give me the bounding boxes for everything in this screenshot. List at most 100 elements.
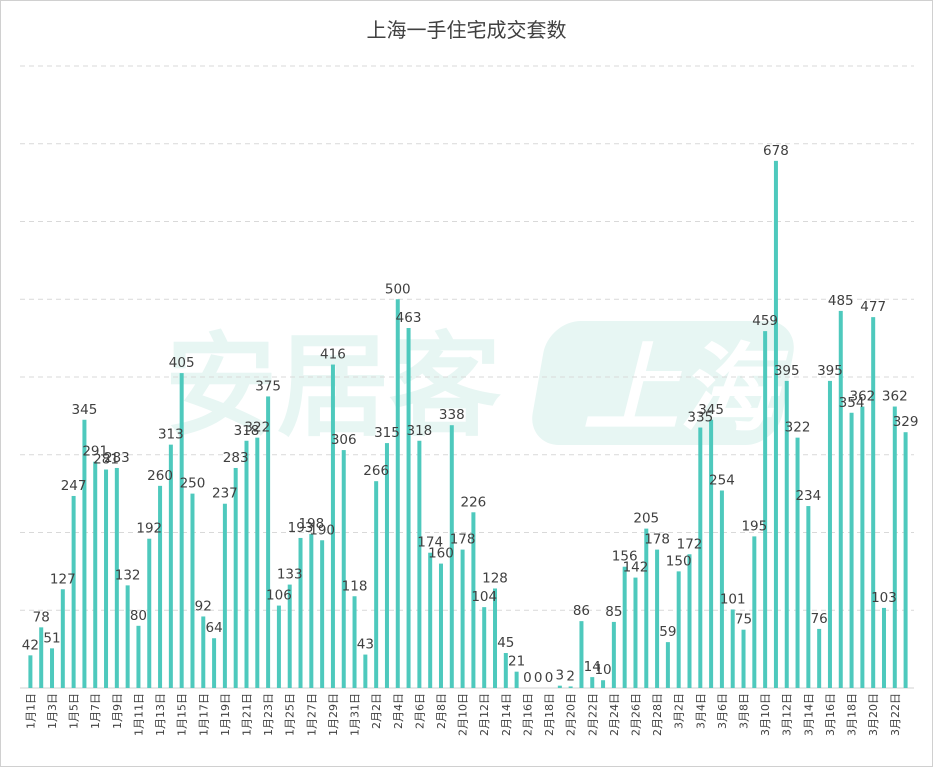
watermark-badge [532, 321, 794, 445]
bar [417, 440, 422, 688]
bar [384, 443, 389, 688]
data-label: 43 [357, 637, 374, 653]
x-tick-label: 1月9日 [111, 693, 124, 729]
data-label: 205 [633, 511, 659, 527]
x-tick-label: 3月4日 [694, 693, 707, 729]
bar [590, 677, 595, 688]
data-label: 101 [720, 591, 746, 607]
bar [622, 566, 627, 688]
data-label: 14 [584, 659, 601, 675]
bar [849, 412, 854, 688]
data-label: 281 [93, 452, 119, 468]
bar [363, 654, 368, 688]
x-tick-label: 3月12日 [781, 693, 794, 736]
data-label: 75 [735, 612, 752, 628]
data-label: 291 [82, 444, 108, 460]
bar [71, 495, 76, 688]
data-label: 266 [363, 463, 389, 479]
data-label: 247 [61, 478, 87, 494]
data-label: 345 [72, 402, 98, 418]
data-label: 42 [22, 637, 39, 653]
data-label: 500 [385, 281, 411, 297]
data-label: 250 [180, 476, 206, 492]
bar [460, 549, 465, 688]
data-label: 192 [136, 521, 162, 537]
data-label: 142 [623, 560, 649, 576]
data-label: 318 [406, 423, 432, 439]
data-label: 2 [566, 668, 575, 684]
bar [276, 605, 281, 688]
x-tick-label: 3月18日 [846, 693, 859, 736]
data-label: 195 [741, 518, 767, 534]
bar [201, 616, 206, 688]
x-tick-label: 2月2日 [370, 693, 383, 729]
bar [190, 493, 195, 688]
x-tick-label: 1月11日 [132, 693, 145, 736]
bar [266, 396, 271, 688]
data-label: 78 [33, 609, 50, 625]
bar [579, 621, 584, 688]
x-tick-label: 1月17日 [197, 693, 210, 736]
data-label: 76 [811, 611, 828, 627]
x-tick-label: 2月6日 [413, 693, 426, 729]
data-label: 254 [709, 473, 735, 489]
bar [795, 437, 800, 688]
data-label: 128 [482, 570, 508, 586]
bar [903, 432, 908, 688]
data-label: 193 [288, 520, 314, 536]
bar [60, 589, 65, 688]
x-tick-label: 2月10日 [457, 693, 470, 736]
data-label: 86 [573, 603, 590, 619]
x-tick-label: 1月27日 [305, 693, 318, 736]
data-label: 0 [523, 670, 532, 686]
x-tick-label: 2月20日 [565, 693, 578, 736]
bar [104, 469, 109, 688]
data-label: 395 [774, 363, 800, 379]
data-label: 127 [50, 571, 76, 587]
bar [406, 328, 411, 688]
data-label: 178 [450, 532, 476, 548]
bar [352, 596, 357, 688]
x-tick-label: 2月12日 [478, 693, 491, 736]
data-label: 10 [594, 662, 611, 678]
bars [28, 160, 908, 689]
bar [806, 506, 811, 688]
x-tick-label: 1月5日 [68, 693, 81, 729]
x-tick-label: 1月7日 [89, 693, 102, 729]
bar [136, 625, 141, 688]
data-label: 318 [234, 423, 260, 439]
bar [871, 317, 876, 688]
data-label: 160 [428, 546, 454, 562]
x-tick-label: 2月24日 [608, 693, 621, 736]
bar [482, 607, 487, 688]
x-tick-label: 2月14日 [500, 693, 513, 736]
bar [644, 528, 649, 688]
x-tick-label: 2月4日 [392, 693, 405, 729]
bar [892, 406, 897, 688]
data-label: 92 [195, 598, 212, 614]
data-label: 172 [677, 536, 703, 552]
bar [676, 571, 681, 688]
bar [763, 331, 768, 688]
data-label: 103 [871, 590, 897, 606]
data-label: 678 [763, 143, 789, 159]
x-tick-labels: 1月1日 1月3日 1月5日 1月7日 1月9日 1月11日 1月13日 1月15日 1月17日… [24, 693, 901, 736]
data-label: 322 [244, 420, 270, 436]
x-tick-label: 2月16日 [521, 693, 534, 736]
data-label: 64 [205, 620, 222, 636]
bar [687, 554, 692, 688]
data-label: 283 [104, 450, 130, 466]
bar [493, 588, 498, 688]
bar [471, 512, 476, 688]
bar [428, 552, 433, 688]
data-label: 234 [795, 488, 821, 504]
bar [395, 299, 400, 688]
x-tick-label: 2月26日 [629, 693, 642, 736]
data-label: 306 [331, 432, 357, 448]
bar [719, 490, 724, 688]
data-label: 345 [698, 402, 724, 418]
data-label: 133 [277, 567, 303, 583]
bar [158, 485, 163, 688]
data-label: 198 [298, 516, 324, 532]
x-tick-label: 3月2日 [673, 693, 686, 729]
